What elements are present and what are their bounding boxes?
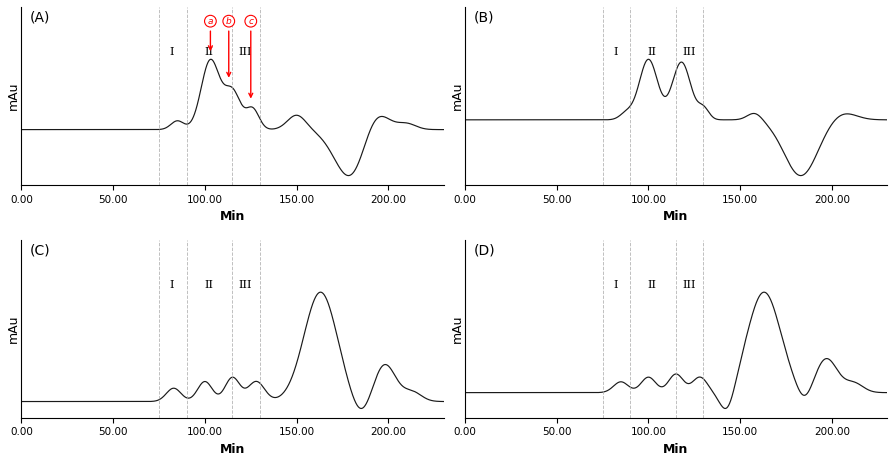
X-axis label: Min: Min bbox=[663, 210, 688, 223]
Y-axis label: mAu: mAu bbox=[7, 314, 20, 343]
Text: (B): (B) bbox=[473, 11, 493, 25]
Text: b: b bbox=[226, 17, 232, 25]
Text: I: I bbox=[613, 47, 618, 57]
X-axis label: Min: Min bbox=[220, 210, 245, 223]
Text: III: III bbox=[682, 280, 696, 290]
Text: II: II bbox=[204, 280, 213, 290]
Text: (D): (D) bbox=[473, 244, 495, 257]
X-axis label: Min: Min bbox=[220, 443, 245, 456]
Text: III: III bbox=[239, 280, 252, 290]
Text: I: I bbox=[613, 280, 618, 290]
Y-axis label: mAu: mAu bbox=[451, 314, 463, 343]
Y-axis label: mAu: mAu bbox=[451, 81, 463, 110]
Text: II: II bbox=[204, 47, 213, 57]
Text: a: a bbox=[207, 17, 213, 25]
Text: II: II bbox=[647, 280, 656, 290]
Text: III: III bbox=[682, 47, 696, 57]
Text: I: I bbox=[170, 280, 174, 290]
Text: III: III bbox=[239, 47, 252, 57]
Y-axis label: mAu: mAu bbox=[7, 81, 20, 110]
X-axis label: Min: Min bbox=[663, 443, 688, 456]
Text: (A): (A) bbox=[30, 11, 50, 25]
Text: II: II bbox=[647, 47, 656, 57]
Text: c: c bbox=[249, 17, 253, 25]
Text: I: I bbox=[170, 47, 174, 57]
Text: (C): (C) bbox=[30, 244, 50, 257]
